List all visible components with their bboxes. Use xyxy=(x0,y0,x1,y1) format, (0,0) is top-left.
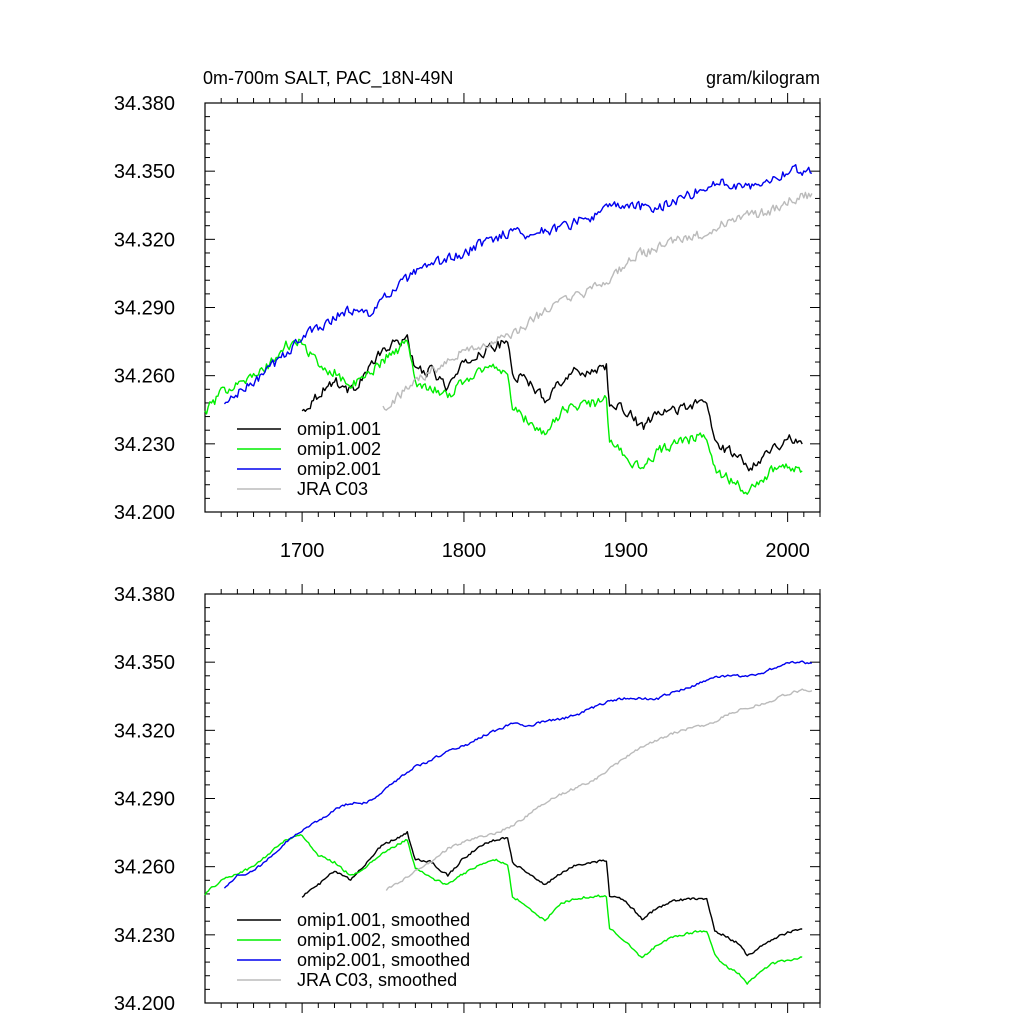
y-tick-label: 34.320 xyxy=(114,720,175,742)
y-tick-label: 34.200 xyxy=(114,502,175,524)
series-line-0 xyxy=(301,831,803,957)
y-tick-label: 34.260 xyxy=(114,366,175,388)
legend-label: omip1.002, smoothed xyxy=(297,930,470,950)
series-line-3 xyxy=(382,191,813,411)
y-tick-label: 34.290 xyxy=(114,789,175,811)
y-tick-label: 34.230 xyxy=(114,925,175,947)
y-tick-label: 34.320 xyxy=(114,229,175,251)
x-tick-label: 2000 xyxy=(765,540,810,562)
y-tick-label: 34.350 xyxy=(114,652,175,674)
y-tick-label: 34.380 xyxy=(114,93,175,115)
legend-label: JRA C03, smoothed xyxy=(297,970,457,990)
x-tick-label: 1800 xyxy=(442,540,487,562)
series-line-1 xyxy=(204,338,803,495)
series-line-0 xyxy=(301,334,803,472)
legend-label: omip1.002 xyxy=(297,439,381,459)
legend-label: omip2.001 xyxy=(297,459,381,479)
x-tick-label: 1700 xyxy=(280,540,325,562)
legend-label: JRA C03 xyxy=(297,479,368,499)
chart-units-label: gram/kilogram xyxy=(706,68,820,88)
series-line-3 xyxy=(385,688,813,891)
y-tick-label: 34.230 xyxy=(114,434,175,456)
y-tick-label: 34.290 xyxy=(114,298,175,320)
x-tick-label: 1900 xyxy=(604,540,649,562)
series-line-2 xyxy=(223,660,812,889)
panel-top: 34.200 34.230 34.260 34.290 34.320 34.350 34.3… xyxy=(114,93,821,562)
panel-bottom: 34.200 34.230 34.260 34.290 34.320 34.350 34.3… xyxy=(114,584,821,1015)
series-line-1 xyxy=(204,834,803,985)
y-tick-label: 34.380 xyxy=(114,584,175,606)
series-line-2 xyxy=(223,163,813,405)
y-tick-label: 34.260 xyxy=(114,857,175,879)
y-tick-label: 34.200 xyxy=(114,993,175,1015)
legend-label: omip2.001, smoothed xyxy=(297,950,470,970)
legend-label: omip1.001, smoothed xyxy=(297,910,470,930)
legend-label: omip1.001 xyxy=(297,419,381,439)
chart-title-left: 0m-700m SALT, PAC_18N-49N xyxy=(203,68,453,89)
y-tick-label: 34.350 xyxy=(114,161,175,183)
